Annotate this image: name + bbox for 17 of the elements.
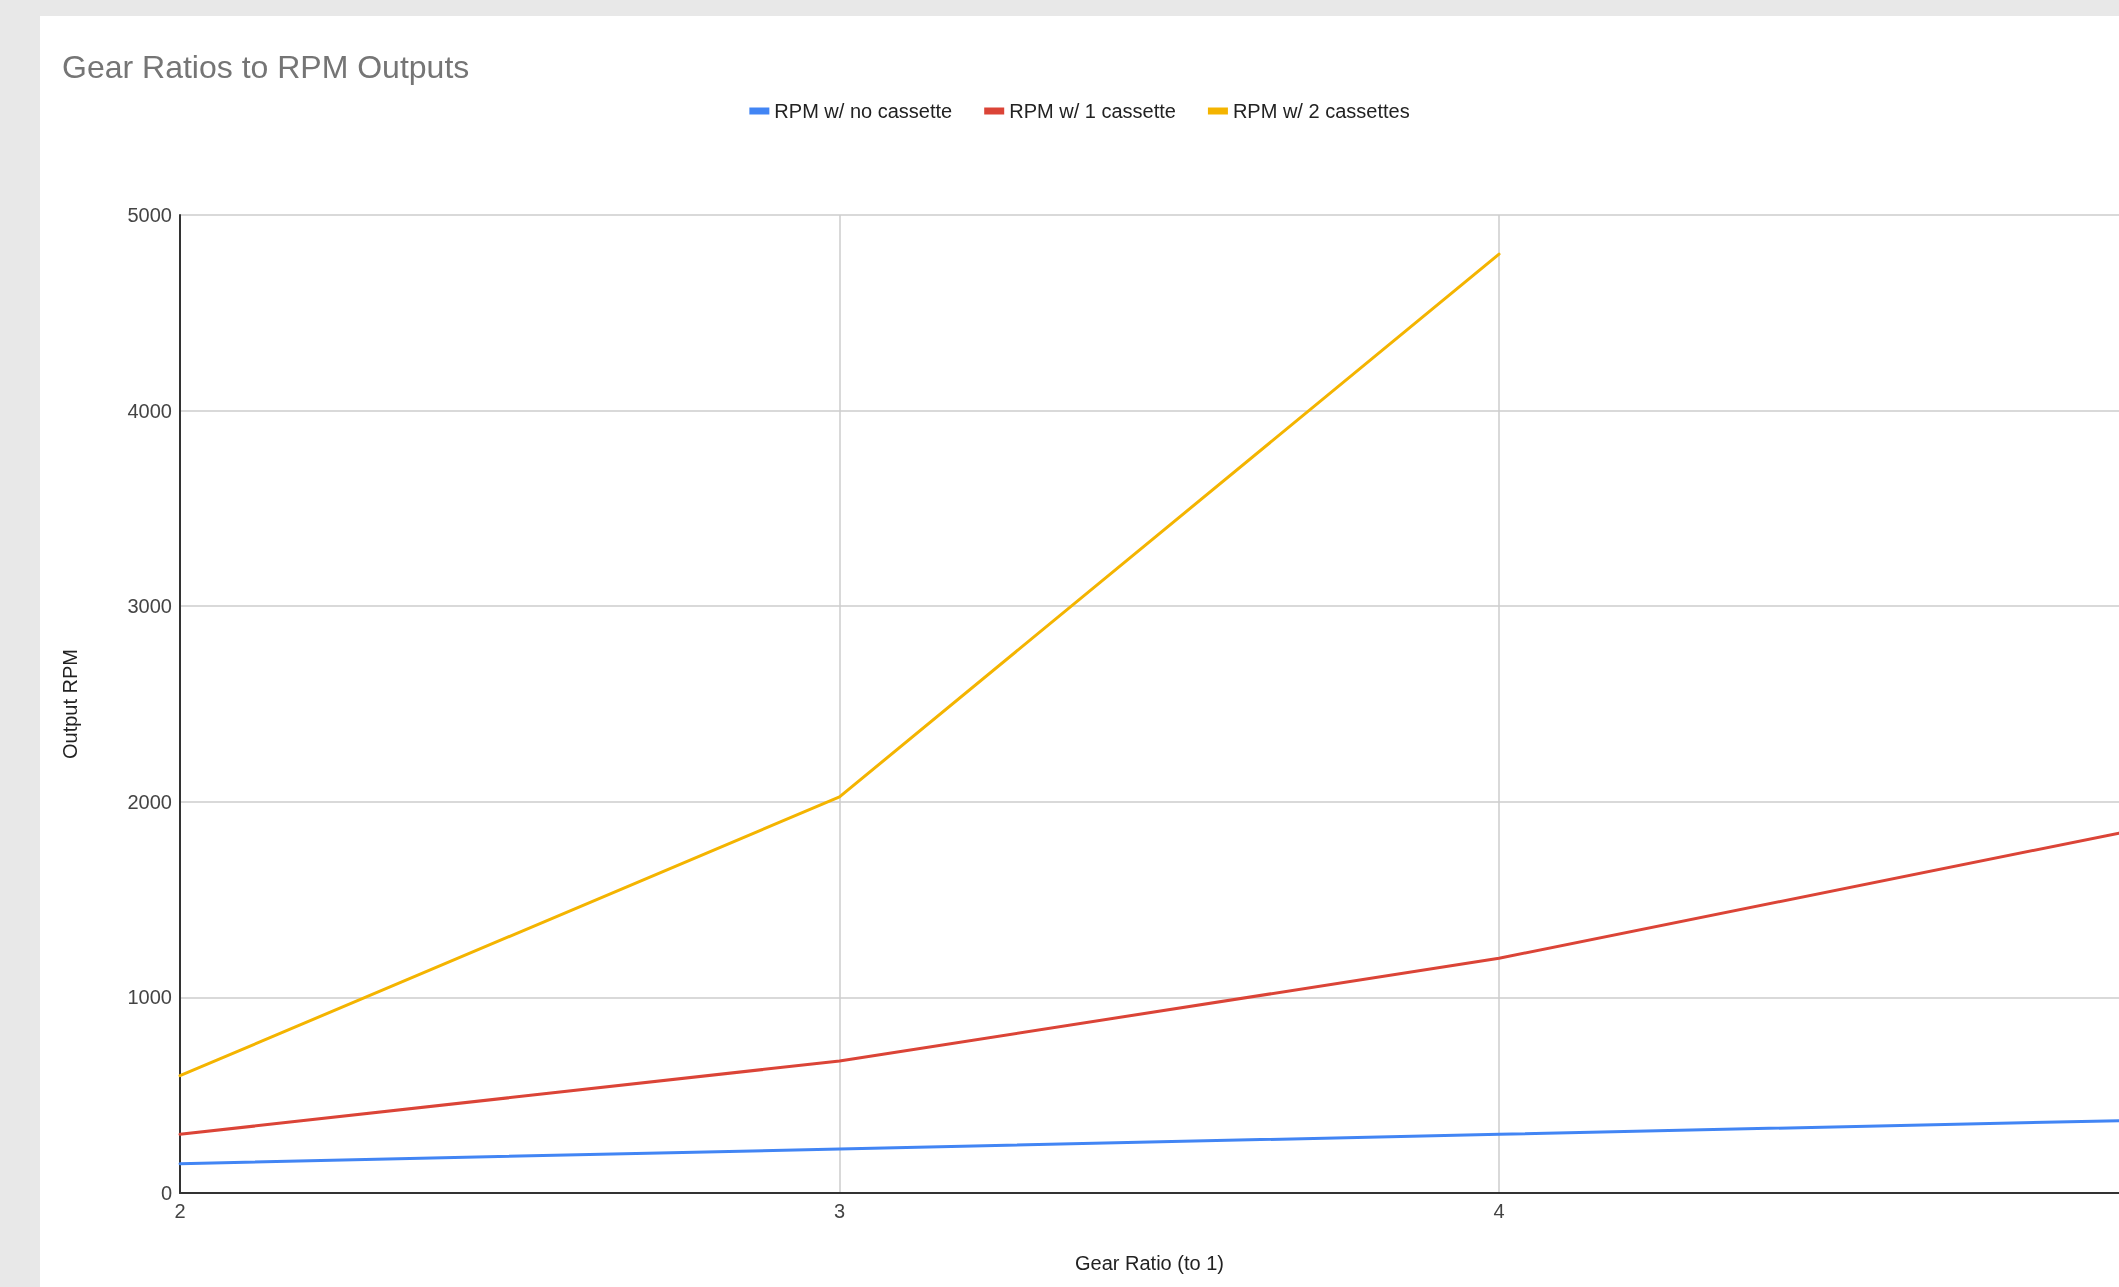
y-tick-label: 4000	[127, 399, 172, 422]
legend-label: RPM w/ 1 cassette	[1009, 100, 1176, 122]
x-tick-label: 4	[1493, 1200, 1505, 1222]
x-tick-label: 2	[174, 1200, 186, 1222]
x-axis-title: Gear Ratio (to 1)	[1075, 1252, 1224, 1274]
y-tick-label: 5000	[127, 204, 172, 226]
legend-label: RPM w/ 2 cassettes	[1232, 100, 1410, 122]
y-tick-label: 1000	[127, 986, 172, 1009]
y-tick-label: 2000	[127, 790, 172, 813]
y-axis-title: Output RPM	[59, 648, 81, 760]
legend-label: RPM w/ no cassette	[774, 100, 953, 122]
line-series	[178, 831, 2119, 1136]
chart-title: Gear Ratios to RPM Outputs	[62, 49, 470, 85]
y-tick-label: 0	[160, 1182, 172, 1204]
y-tick-label: 3000	[127, 595, 172, 618]
line-series	[178, 1119, 2119, 1166]
x-tick-label: 3	[833, 1200, 846, 1222]
